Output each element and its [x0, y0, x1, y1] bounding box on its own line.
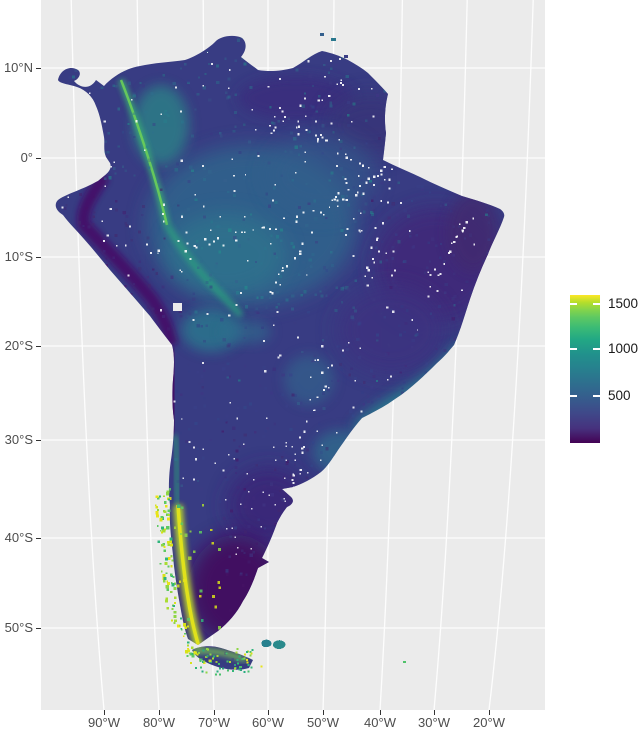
y-tick-mark — [36, 68, 41, 69]
x-tick-mark — [104, 710, 105, 715]
colorbar-tick — [593, 395, 600, 397]
y-tick-mark — [36, 538, 41, 539]
y-tick-label: 50°S — [4, 620, 33, 635]
colorbar-tick — [593, 303, 600, 305]
landmass-raster — [55, 35, 505, 670]
x-tick-label: 90°W — [88, 715, 120, 730]
legend-tick-label: 1500 — [608, 296, 639, 311]
x-tick-label: 60°W — [252, 715, 284, 730]
x-tick-mark — [159, 710, 160, 715]
y-tick-label: 0° — [20, 150, 33, 165]
y-tick-mark — [36, 628, 41, 629]
x-tick-label: 30°W — [418, 715, 450, 730]
x-tick-mark — [214, 710, 215, 715]
y-tick-label: 30°S — [4, 432, 33, 447]
legend-tick-label: 500 — [608, 388, 631, 403]
colorbar-tick — [570, 395, 577, 397]
islands — [154, 33, 406, 676]
x-tick-mark — [380, 710, 381, 715]
x-tick-mark — [268, 710, 269, 715]
colorbar-tick — [570, 348, 577, 350]
legend-tick-label: 1000 — [608, 341, 639, 356]
colorbar-tick — [570, 303, 577, 305]
plot-panel — [41, 0, 545, 710]
x-tick-mark — [323, 710, 324, 715]
y-tick-label: 20°S — [4, 338, 33, 353]
y-tick-mark — [36, 346, 41, 347]
y-tick-mark — [36, 440, 41, 441]
x-tick-label: 70°W — [198, 715, 230, 730]
x-tick-label: 80°W — [143, 715, 175, 730]
x-tick-mark — [434, 710, 435, 715]
x-tick-label: 50°W — [307, 715, 339, 730]
map-canvas — [41, 0, 545, 710]
y-tick-mark — [36, 257, 41, 258]
x-tick-label: 20°W — [473, 715, 505, 730]
x-tick-label: 40°W — [364, 715, 396, 730]
x-tick-mark — [489, 710, 490, 715]
y-tick-label: 10°N — [3, 60, 33, 75]
colorbar-tick — [593, 348, 600, 350]
y-tick-mark — [36, 158, 41, 159]
y-tick-label: 10°S — [4, 249, 33, 264]
colorbar — [570, 295, 600, 443]
y-tick-label: 40°S — [4, 530, 33, 545]
